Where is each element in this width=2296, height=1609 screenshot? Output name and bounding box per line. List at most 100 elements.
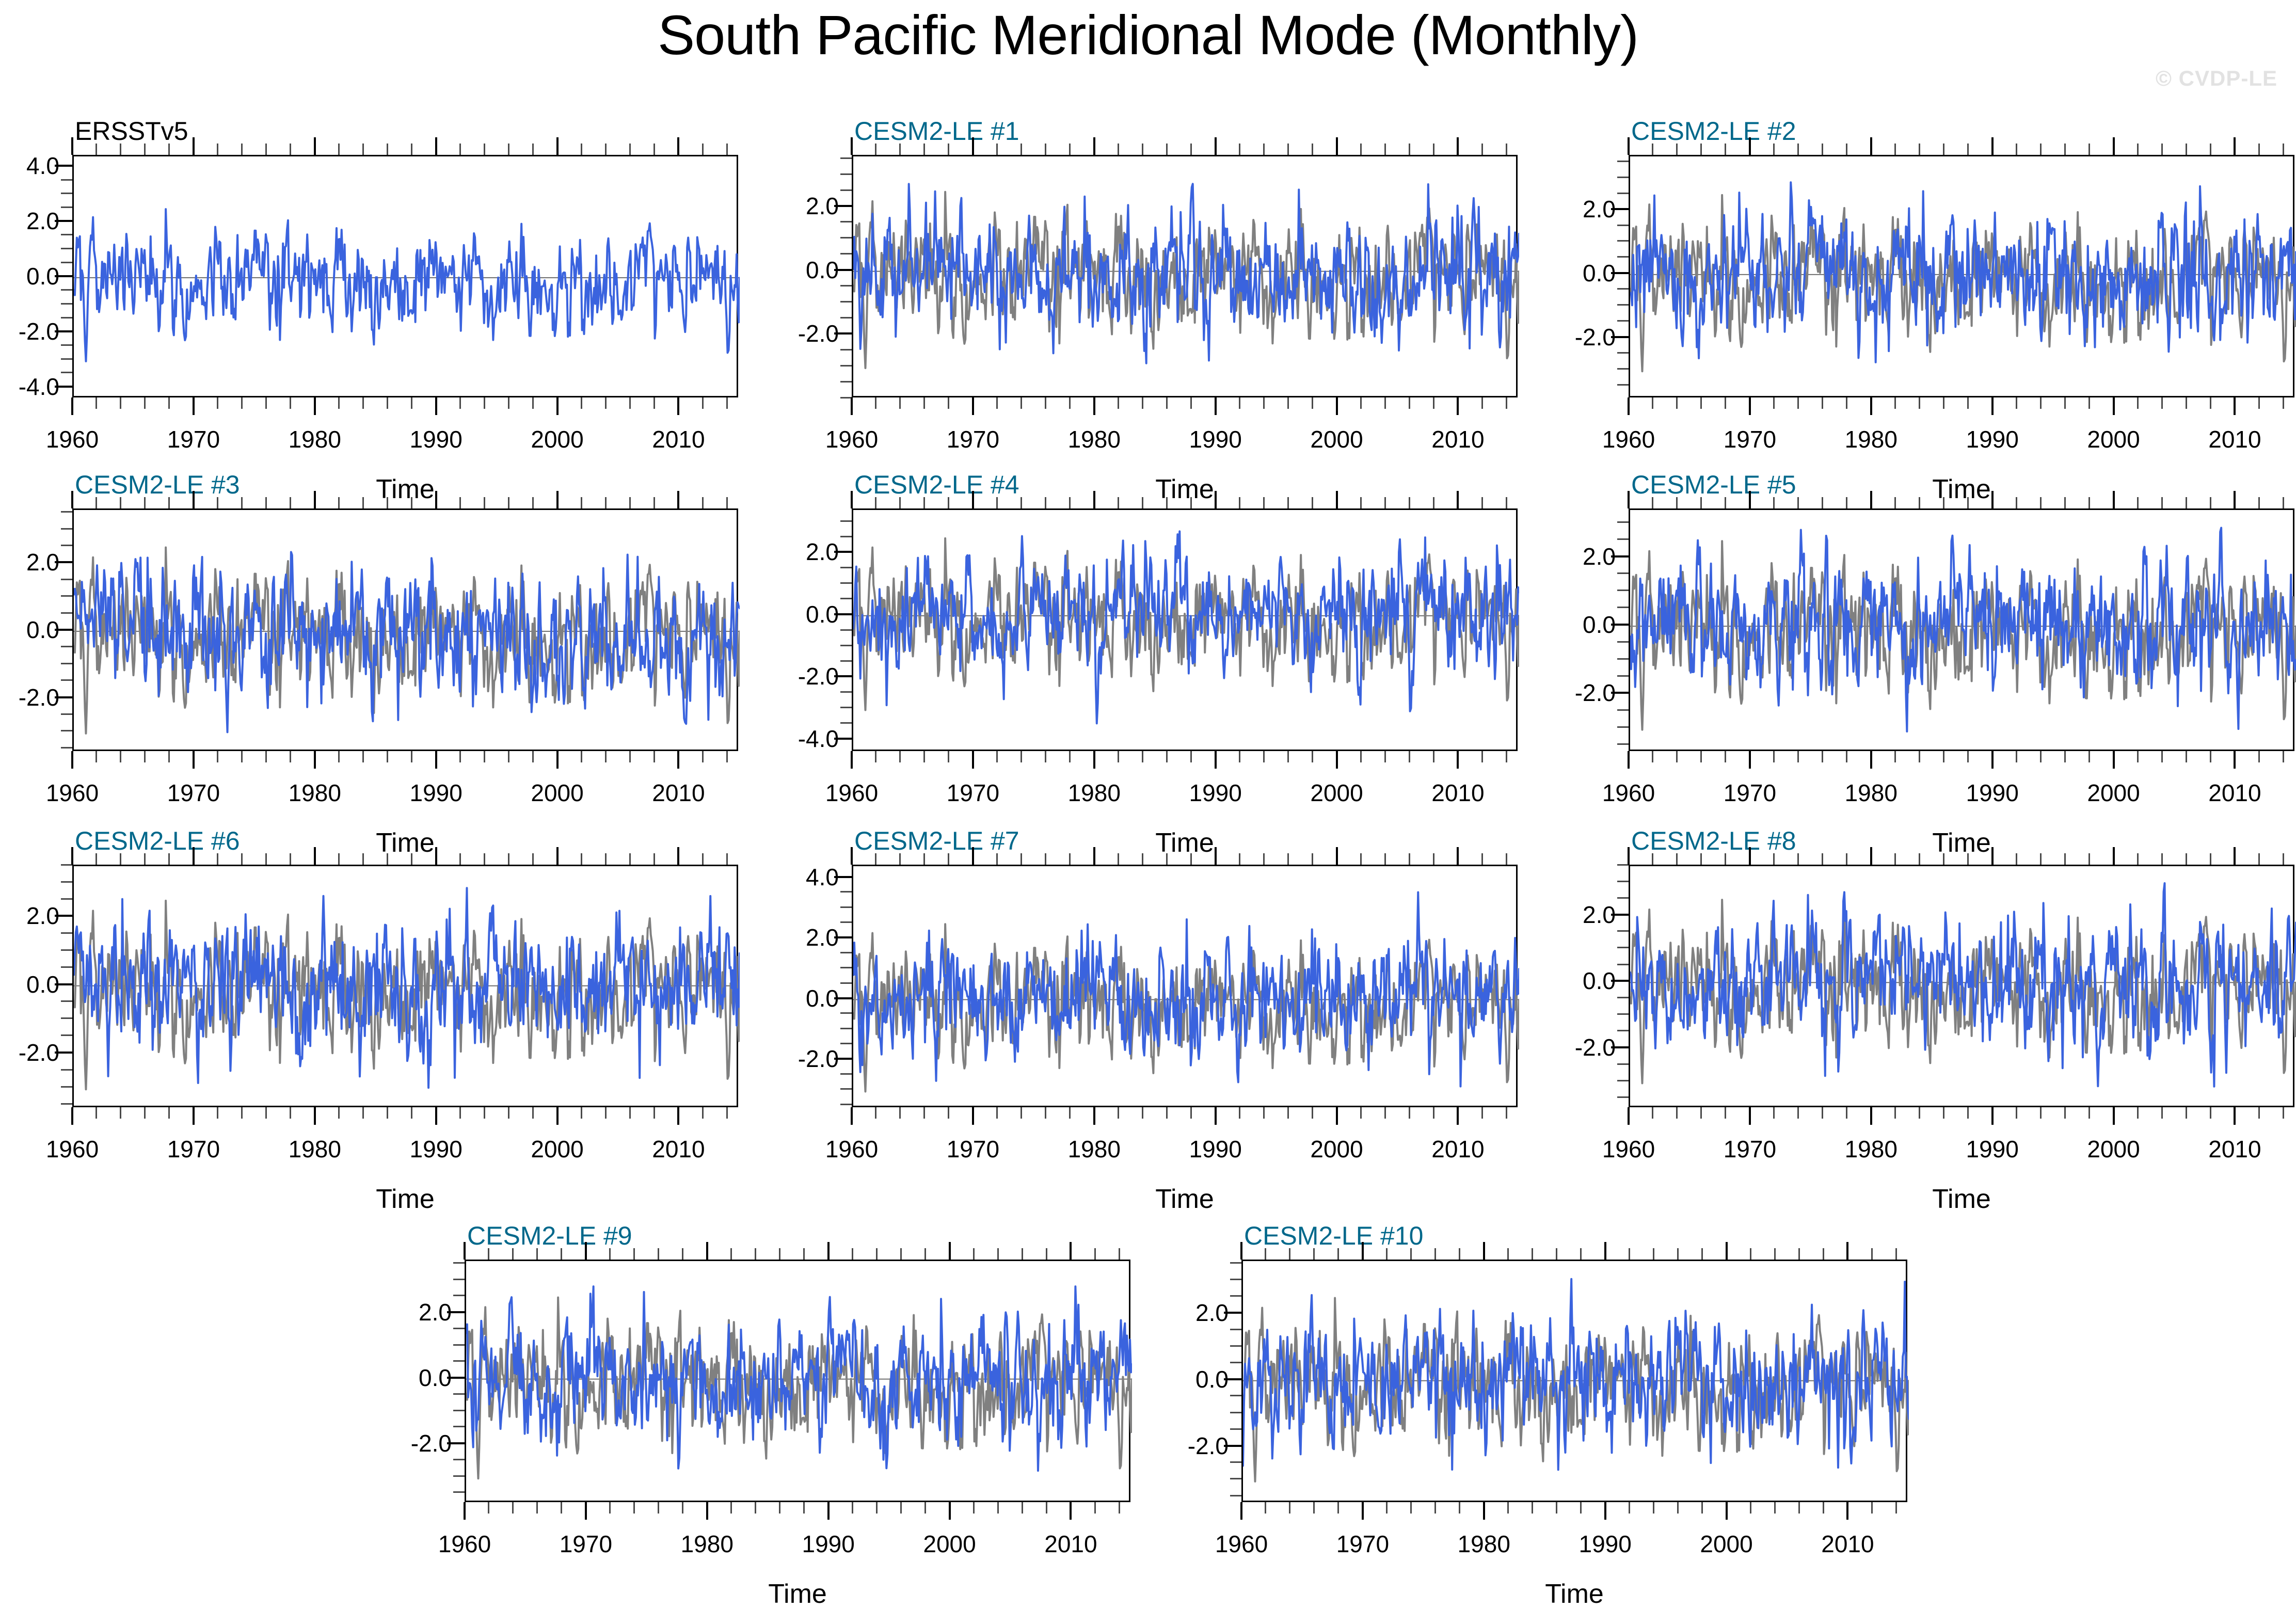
x-minor-tick-bottom — [1846, 1107, 1848, 1119]
x-minor-tick-top — [701, 144, 704, 155]
y-major-tick — [1224, 1444, 1241, 1447]
x-minor-tick-top — [532, 497, 534, 508]
x-minor-tick-bottom — [1408, 751, 1410, 762]
x-minor-tick-top — [1701, 1248, 1703, 1260]
y-minor-tick — [1230, 1494, 1241, 1496]
panel-label-7: CESM2-LE #7 — [854, 826, 1019, 855]
x-minor-tick-top — [2137, 144, 2139, 155]
x-minor-tick-top — [852, 1248, 854, 1260]
x-minor-tick-bottom — [95, 1107, 98, 1119]
y-minor-tick — [61, 746, 72, 748]
x-major-tick-bottom — [948, 1502, 951, 1520]
x-minor-tick-bottom — [1069, 397, 1071, 409]
x-major-tick-top — [556, 137, 559, 155]
y-minor-tick — [840, 982, 852, 984]
x-minor-tick-top — [387, 144, 389, 155]
x-minor-tick-top — [1410, 1248, 1412, 1260]
x-minor-tick-bottom — [1505, 397, 1507, 409]
y-minor-tick — [1617, 352, 1629, 354]
y-minor-tick — [840, 707, 852, 709]
y-minor-tick — [840, 566, 852, 568]
x-minor-tick-top — [265, 497, 267, 508]
x-minor-tick-bottom — [120, 751, 122, 762]
y-minor-tick — [61, 261, 72, 263]
x-tick-label: 2010 — [1431, 426, 1485, 453]
x-minor-tick-top — [411, 144, 413, 155]
x-minor-tick-bottom — [387, 751, 389, 762]
x-minor-tick-top — [2209, 853, 2211, 865]
x-minor-tick-top — [726, 144, 728, 155]
x-minor-tick-top — [1774, 1248, 1776, 1260]
y-minor-tick — [840, 660, 852, 662]
x-minor-tick-bottom — [996, 397, 998, 409]
x-minor-tick-bottom — [1265, 1502, 1267, 1514]
x-major-tick-top — [706, 1242, 708, 1260]
y-tick-label: -2.0 — [18, 1039, 59, 1066]
x-tick-label: 1980 — [1067, 779, 1121, 806]
x-major-tick-bottom — [851, 397, 853, 415]
x-minor-tick-top — [1069, 853, 1071, 865]
x-major-tick-top — [435, 137, 437, 155]
x-major-tick-bottom — [556, 1107, 559, 1125]
x-minor-tick-top — [1118, 497, 1120, 508]
x-minor-tick-bottom — [658, 1502, 660, 1514]
x-minor-tick-bottom — [1725, 1107, 1727, 1119]
x-minor-tick-bottom — [1677, 1502, 1679, 1514]
x-minor-tick-bottom — [2258, 1107, 2260, 1119]
y-minor-tick — [453, 1475, 465, 1477]
x-minor-tick-bottom — [997, 1502, 999, 1514]
y-minor-tick — [453, 1426, 465, 1428]
y-minor-tick — [840, 189, 852, 191]
x-minor-tick-bottom — [948, 751, 950, 762]
x-minor-tick-bottom — [512, 1502, 514, 1514]
x-major-tick-top — [677, 847, 680, 865]
y-minor-tick — [61, 881, 72, 883]
y-minor-tick — [1617, 368, 1629, 370]
x-minor-tick-top — [1822, 144, 1824, 155]
y-minor-tick — [61, 898, 72, 900]
y-major-tick — [55, 696, 72, 698]
y-minor-tick — [453, 1327, 465, 1329]
x-minor-tick-bottom — [726, 397, 728, 409]
x-minor-tick-bottom — [2161, 397, 2163, 409]
x-tick-label: 2000 — [531, 779, 584, 806]
x-major-tick-bottom — [1870, 1107, 1872, 1125]
x-major-tick-bottom — [2234, 1107, 2236, 1125]
x-minor-tick-bottom — [1629, 1502, 1631, 1514]
x-major-tick-bottom — [1335, 397, 1338, 415]
x-minor-tick-top — [875, 853, 877, 865]
y-minor-tick — [453, 1491, 465, 1493]
y-minor-tick — [61, 612, 72, 614]
x-major-tick-bottom — [1748, 397, 1751, 415]
x-axis-title: Time — [1155, 828, 1214, 858]
x-minor-tick-bottom — [1118, 397, 1120, 409]
series-canvas-1 — [853, 183, 1519, 370]
x-minor-tick-bottom — [1263, 397, 1265, 409]
x-major-tick-top — [1093, 137, 1095, 155]
x-minor-tick-bottom — [633, 1502, 635, 1514]
x-major-tick-bottom — [2112, 1107, 2115, 1125]
x-major-tick-bottom — [1335, 751, 1338, 769]
y-minor-tick — [1617, 641, 1629, 643]
y-minor-tick — [61, 1017, 72, 1019]
x-minor-tick-top — [803, 1248, 805, 1260]
y-minor-tick — [61, 179, 72, 181]
y-minor-tick — [840, 951, 852, 953]
x-minor-tick-bottom — [1507, 1502, 1509, 1514]
x-minor-tick-bottom — [1846, 751, 1848, 762]
x-minor-tick-bottom — [362, 751, 364, 762]
x-minor-tick-top — [536, 1248, 538, 1260]
x-minor-tick-bottom — [973, 1502, 975, 1514]
x-minor-tick-bottom — [95, 751, 98, 762]
x-minor-tick-bottom — [1045, 751, 1047, 762]
x-minor-tick-top — [923, 497, 926, 508]
x-minor-tick-top — [1797, 497, 1799, 508]
y-minor-tick — [453, 1393, 465, 1395]
x-major-tick-top — [192, 137, 195, 155]
x-minor-tick-top — [2016, 497, 2018, 508]
x-minor-tick-bottom — [2282, 751, 2284, 762]
y-tick-label: -2.0 — [798, 320, 839, 347]
x-minor-tick-top — [1943, 853, 1945, 865]
y-major-tick — [1611, 1046, 1629, 1049]
x-minor-tick-top — [1432, 853, 1434, 865]
